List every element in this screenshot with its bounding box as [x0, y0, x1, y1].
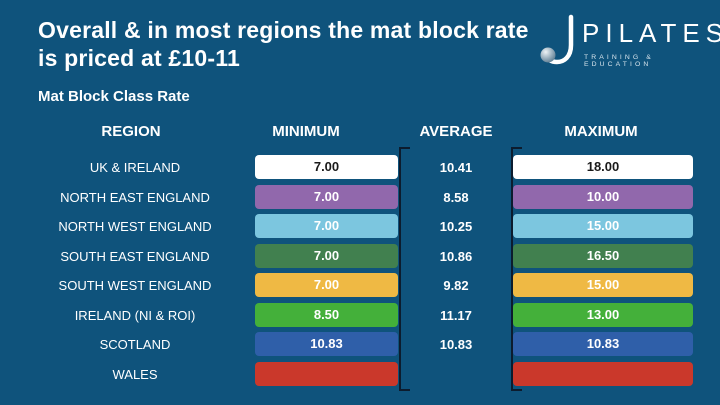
column-header-average: AVERAGE — [419, 123, 493, 140]
minimum-bar: 7.00 — [255, 243, 398, 268]
logo: PILATES TRAINING & EDUCATION — [538, 12, 720, 68]
region-label: NORTH WEST ENGLAND — [58, 219, 212, 234]
maximum-bar — [513, 361, 693, 386]
slide-title-line2: is priced at £10-11 — [38, 45, 240, 71]
average-value: 9.82 — [443, 278, 469, 293]
minimum-bar: 7.00 — [255, 184, 398, 209]
region-label: SOUTH EAST ENGLAND — [60, 248, 210, 264]
region-label: WALES — [112, 366, 158, 382]
slide-subtitle: Mat Block Class Rate — [38, 88, 190, 105]
maximum-bar: 15.00 — [513, 214, 693, 238]
table-rows: UK & IRELAND 7.00 10.41 18.00 NORTH EAST ENG… — [0, 155, 720, 390]
table-row: NORTH WEST ENGLAND 7.00 10.25 15.00 — [0, 214, 720, 238]
maximum-bar: 15.00 — [513, 273, 693, 297]
right-bracket — [511, 147, 522, 391]
table-row: SOUTH EAST ENGLAND 7.00 10.86 16.50 — [0, 243, 720, 268]
slide-title-line1: Overall & in most regions the mat block … — [38, 17, 529, 43]
minimum-bar: 7.00 — [255, 273, 398, 297]
maximum-bar: 10.00 — [513, 184, 693, 209]
region-label: IRELAND (NI & ROI) — [74, 307, 196, 323]
average-value: 10.25 — [439, 219, 473, 234]
table-row: NORTH EAST ENGLAND 7.00 8.58 10.00 — [0, 184, 720, 209]
minimum-bar: 7.00 — [255, 155, 398, 179]
table-row: WALES — [0, 361, 720, 386]
column-header-maximum: MAXIMUM — [564, 123, 638, 140]
maximum-bar: 13.00 — [513, 302, 693, 327]
table-row: UK & IRELAND 7.00 10.41 18.00 — [0, 155, 720, 179]
average-value: 10.86 — [439, 248, 473, 264]
average-value: 11.17 — [440, 307, 472, 323]
minimum-bar: 10.83 — [255, 332, 398, 356]
table-row: SOUTH WEST ENGLAND 7.00 9.82 15.00 — [0, 273, 720, 297]
maximum-bar: 16.50 — [513, 243, 693, 268]
region-label: UK & IRELAND — [89, 160, 181, 175]
logo-tagline: TRAINING & EDUCATION — [584, 54, 654, 68]
minimum-bar: 8.50 — [255, 302, 398, 327]
average-value: 10.83 — [439, 337, 473, 352]
logo-name: PILATES — [582, 18, 720, 48]
minimum-bar — [255, 361, 398, 386]
slide-title: Overall & in most regions the mat block … — [38, 16, 538, 72]
average-value — [402, 362, 510, 386]
table-row: IRELAND (NI & ROI) 8.50 11.17 13.00 — [0, 302, 720, 327]
region-label: SOUTH WEST ENGLAND — [58, 278, 212, 293]
region-label: NORTH EAST ENGLAND — [60, 189, 210, 205]
maximum-bar: 18.00 — [513, 155, 693, 179]
average-value: 8.58 — [443, 189, 469, 205]
average-value: 10.41 — [439, 160, 473, 175]
maximum-bar: 10.83 — [513, 332, 693, 356]
column-header-region: REGION — [101, 123, 161, 140]
minimum-bar: 7.00 — [255, 214, 398, 238]
left-bracket — [399, 147, 410, 391]
logo-j-ball-icon — [540, 14, 574, 65]
region-label: SCOTLAND — [99, 337, 171, 352]
column-header-minimum: MINIMUM — [272, 123, 340, 140]
table-row: SCOTLAND 10.83 10.83 10.83 — [0, 332, 720, 356]
